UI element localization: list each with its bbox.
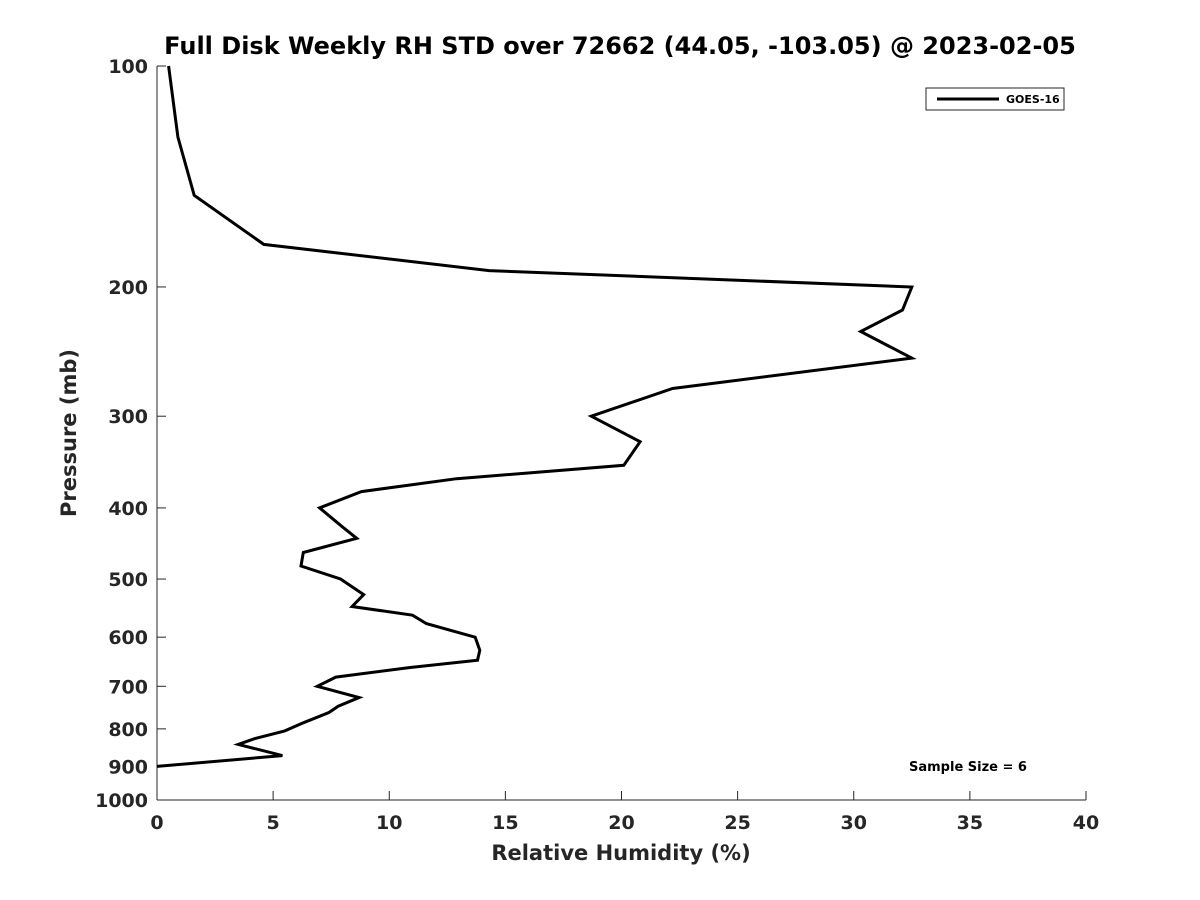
y-tick-label: 400 [108, 498, 148, 520]
x-tick-label: 20 [608, 812, 634, 834]
sample-size-annotation: Sample Size = 6 [909, 760, 1027, 775]
x-axis-label: Relative Humidity (%) [491, 841, 750, 865]
series-line-goes-16 [156, 65, 917, 768]
y-tick-label: 500 [108, 569, 148, 591]
y-ticks: 100 200 300 400 500 600 700 800 900 1000 [95, 56, 166, 812]
y-tick-label: 300 [108, 406, 148, 428]
y-tick-label: 100 [108, 56, 148, 78]
x-tick-label: 40 [1073, 812, 1099, 834]
y-tick-label: 1000 [95, 790, 148, 812]
x-tick-label: 35 [957, 812, 983, 834]
x-tick-label: 15 [492, 812, 518, 834]
y-tick-label: 700 [108, 676, 148, 698]
legend-entry-goes-16: GOES-16 [1006, 93, 1060, 106]
legend: GOES-16 [925, 87, 1065, 111]
y-tick-label: 800 [108, 719, 148, 741]
x-tick-label: 10 [376, 812, 402, 834]
x-tick-label: 5 [267, 812, 280, 834]
x-tick-label: 0 [150, 812, 163, 834]
series-group [156, 65, 917, 768]
series-points-goes-16 [156, 65, 912, 767]
y-axis-label: Pressure (mb) [57, 349, 81, 517]
y-tick-label: 600 [108, 627, 148, 649]
y-tick-label: 200 [108, 277, 148, 299]
chart-title: Full Disk Weekly RH STD over 72662 (44.0… [164, 32, 1076, 60]
y-tick-label: 900 [108, 756, 148, 778]
x-tick-label: 25 [724, 812, 750, 834]
x-ticks: 0 5 10 15 20 25 30 35 40 [150, 791, 1099, 834]
x-tick-label: 30 [841, 812, 867, 834]
